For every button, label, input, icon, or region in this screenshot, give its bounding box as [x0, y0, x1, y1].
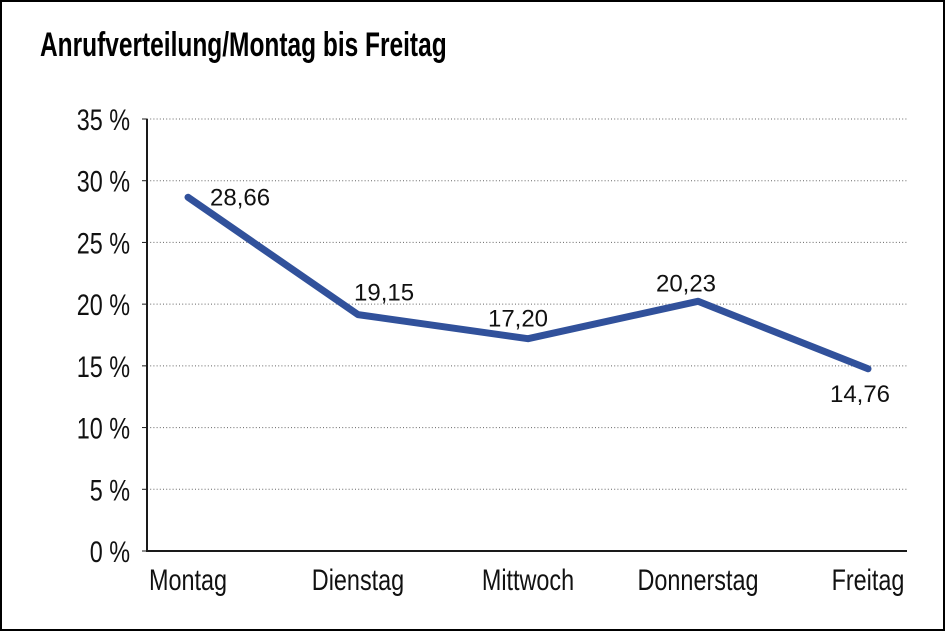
x-category-label: Donnerstag [638, 564, 759, 597]
y-tick-label: 0 % [90, 536, 130, 569]
x-category-label: Dienstag [312, 564, 404, 597]
chart-title: Anrufverteilung/Montag bis Freitag [40, 26, 447, 64]
x-category-label: Freitag [832, 564, 905, 597]
y-tick-label: 30 % [77, 166, 130, 199]
y-tick-label: 35 % [77, 104, 130, 137]
x-category-label: Mittwoch [482, 564, 574, 597]
y-tick-label: 15 % [77, 351, 130, 384]
value-label: 17,20 [488, 306, 548, 333]
y-tick-label: 20 % [77, 289, 130, 322]
value-label: 14,76 [830, 381, 890, 408]
value-label: 19,15 [354, 280, 414, 307]
data-line [184, 193, 872, 373]
x-category-label: Montag [149, 564, 227, 597]
y-tick-label: 5 % [90, 474, 130, 507]
y-tick-label: 10 % [77, 413, 130, 446]
y-tick-label: 25 % [77, 227, 130, 260]
value-label: 28,66 [210, 184, 270, 211]
value-label: 20,23 [656, 270, 716, 297]
